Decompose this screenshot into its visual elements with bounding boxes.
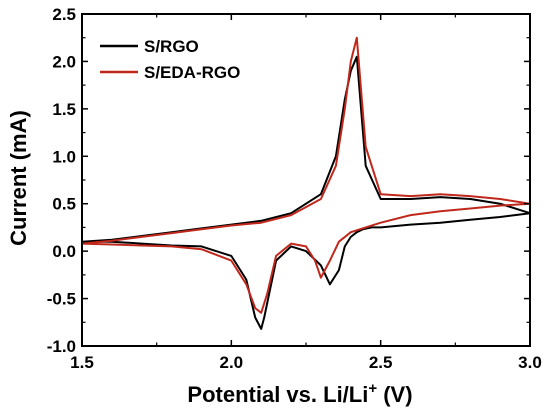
- x-tick-label: 3.0: [518, 353, 542, 372]
- y-tick-label: 1.5: [52, 100, 76, 119]
- legend-label-1: S/RGO: [144, 37, 199, 56]
- x-axis-title-main: Potential vs. Li/Li: [187, 382, 368, 407]
- x-tick-label: 1.5: [70, 353, 94, 372]
- legend-label-2: S/EDA-RGO: [144, 63, 240, 82]
- legend: S/RGO S/EDA-RGO: [100, 37, 240, 82]
- y-tick-label: -0.5: [47, 290, 76, 309]
- x-axis-title-unit: (V): [377, 382, 412, 407]
- series-line-2: [81, 36, 531, 314]
- x-axis-title: Potential vs. Li/Li+ (V): [187, 380, 412, 407]
- y-tick-label: 0.5: [52, 195, 76, 214]
- plot-area: [81, 36, 531, 330]
- x-tick-label: 2.5: [369, 353, 393, 372]
- x-axis-title-superscript: +: [368, 380, 377, 397]
- y-tick-label: -1.0: [47, 337, 76, 356]
- y-tick-label: 0.0: [52, 242, 76, 261]
- y-tick-label: 2.0: [52, 52, 76, 71]
- axes: 1.5 2.0 2.5 3.0 -1.0 -0.5 0.0 0.5 1.0 1.5 2.0 2.5: [47, 5, 542, 372]
- y-tick-label: 2.5: [52, 5, 76, 24]
- series-line-1: [81, 55, 531, 330]
- x-tick-label: 2.0: [220, 353, 244, 372]
- y-tick-label: 1.0: [52, 147, 76, 166]
- y-axis-title: Current (mA): [6, 110, 31, 246]
